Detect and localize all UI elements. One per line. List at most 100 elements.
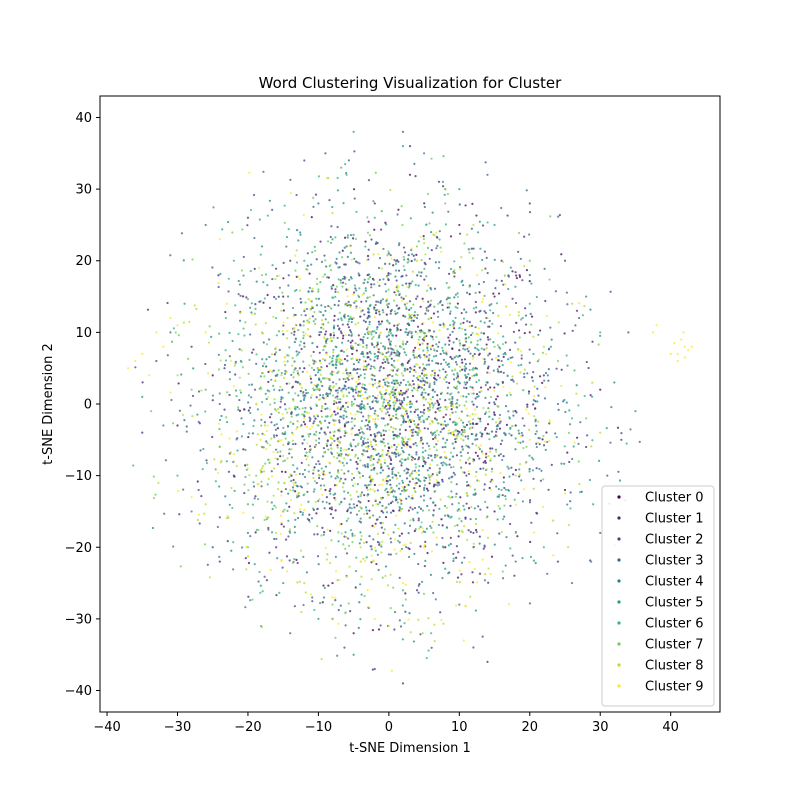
data-point	[283, 481, 286, 485]
data-point	[406, 416, 410, 419]
data-point	[300, 347, 303, 351]
data-point	[302, 420, 305, 423]
data-point	[258, 218, 261, 221]
data-point	[211, 435, 214, 439]
data-point	[292, 328, 295, 331]
data-point	[318, 359, 322, 362]
data-point	[312, 490, 315, 493]
data-point	[217, 368, 221, 371]
data-point	[240, 417, 243, 420]
data-point	[204, 362, 207, 366]
data-point	[303, 396, 306, 399]
legend-item: Cluster 5	[617, 596, 704, 611]
data-point	[545, 431, 548, 434]
data-point	[435, 472, 438, 475]
data-point	[284, 431, 287, 434]
data-point	[347, 372, 350, 375]
data-point	[374, 448, 377, 452]
data-point	[202, 447, 205, 451]
data-point	[301, 511, 304, 514]
data-point	[496, 368, 499, 371]
data-point	[338, 328, 341, 331]
data-point	[425, 355, 428, 358]
data-point	[590, 560, 593, 563]
data-point	[456, 430, 459, 433]
data-point	[431, 369, 434, 373]
data-point	[542, 434, 545, 438]
data-point	[479, 508, 482, 511]
data-point	[514, 424, 517, 427]
data-point	[398, 432, 402, 435]
data-point	[348, 386, 352, 389]
data-point	[421, 465, 424, 468]
data-point	[334, 288, 337, 291]
data-point	[391, 451, 394, 454]
data-point	[507, 358, 510, 361]
data-point	[355, 556, 358, 559]
data-point	[197, 488, 200, 492]
data-point	[396, 326, 399, 330]
data-point	[484, 348, 487, 351]
data-point	[166, 354, 169, 357]
data-point	[281, 291, 284, 294]
data-point	[420, 271, 423, 274]
data-point	[304, 591, 307, 594]
data-point	[283, 364, 287, 367]
data-point	[395, 352, 398, 355]
data-point	[314, 417, 317, 420]
data-point	[347, 288, 350, 291]
data-point	[418, 582, 421, 586]
data-point	[413, 356, 416, 359]
data-point	[321, 377, 325, 380]
data-point	[371, 445, 374, 448]
data-point	[247, 394, 251, 397]
data-point	[526, 403, 529, 406]
data-point	[566, 303, 569, 306]
data-point	[511, 554, 514, 557]
data-point	[490, 470, 493, 473]
data-point	[313, 608, 316, 612]
data-point	[373, 367, 376, 370]
data-point	[517, 329, 521, 332]
data-point	[328, 305, 332, 309]
data-point	[447, 336, 450, 339]
data-point	[460, 280, 463, 284]
data-point	[366, 494, 369, 497]
data-point	[389, 458, 393, 462]
data-point	[389, 511, 393, 514]
data-point	[400, 296, 403, 299]
data-point	[504, 283, 507, 286]
data-point	[616, 426, 620, 429]
x-tick-label: −10	[305, 720, 332, 735]
data-point	[283, 508, 286, 511]
data-point	[354, 323, 357, 326]
data-point	[316, 524, 319, 528]
data-point	[413, 552, 416, 555]
data-point	[350, 478, 354, 481]
data-point	[430, 459, 434, 462]
data-point	[347, 517, 350, 520]
data-point	[452, 373, 455, 376]
data-point	[298, 289, 302, 292]
data-point	[367, 416, 370, 419]
data-point	[246, 216, 250, 219]
data-point	[454, 360, 458, 364]
data-point	[396, 324, 399, 327]
data-point	[214, 480, 217, 483]
data-point	[532, 352, 535, 356]
data-point	[480, 331, 483, 334]
data-point	[378, 383, 381, 387]
data-point	[132, 464, 135, 467]
data-point	[238, 348, 241, 351]
data-point	[370, 464, 373, 467]
data-point	[426, 427, 430, 430]
data-point	[275, 334, 278, 337]
data-point	[392, 401, 395, 404]
data-point	[386, 305, 390, 309]
data-point	[387, 402, 390, 406]
x-tick-label: 30	[592, 720, 609, 735]
data-point	[360, 534, 363, 538]
data-point	[317, 371, 320, 374]
data-point	[410, 313, 413, 317]
data-point	[683, 345, 686, 348]
